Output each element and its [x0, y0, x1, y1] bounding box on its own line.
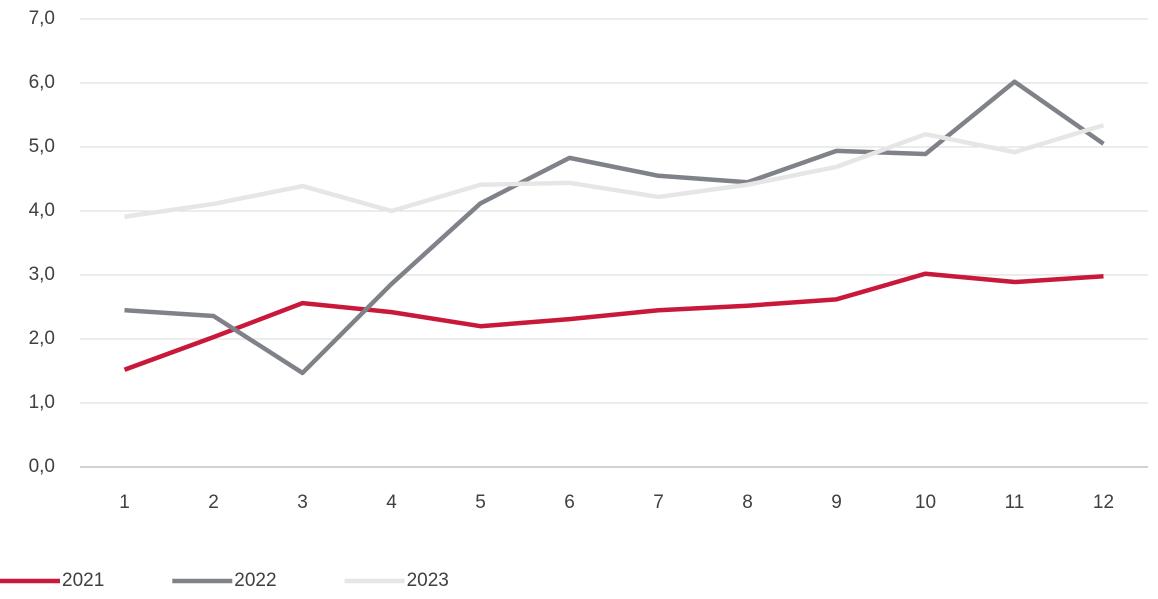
x-tick-label: 12: [1093, 492, 1114, 513]
x-tick-label: 4: [386, 492, 397, 513]
y-tick-label: 5,0: [29, 136, 55, 157]
x-tick-label: 3: [297, 492, 308, 513]
x-tick-label: 7: [653, 492, 664, 513]
y-tick-label: 1,0: [29, 392, 55, 413]
x-tick-label: 2: [208, 492, 219, 513]
y-tick-label: 2,0: [29, 328, 55, 349]
series-line: [123, 271, 1104, 372]
y-tick-label: 0,0: [29, 456, 55, 477]
x-tick-label: 6: [564, 492, 575, 513]
series-line: [124, 79, 1105, 376]
legend-label: 2022: [234, 570, 276, 591]
series-line: [124, 123, 1105, 219]
y-tick-label: 4,0: [29, 200, 55, 221]
x-tick-label: 9: [831, 492, 842, 513]
y-tick-label: 7,0: [29, 8, 55, 29]
y-tick-label: 3,0: [29, 264, 55, 285]
x-tick-label: 10: [915, 492, 936, 513]
y-tick-label: 6,0: [29, 72, 55, 93]
x-tick-label: 11: [1005, 492, 1025, 513]
legend-label: 2023: [407, 570, 449, 591]
x-tick-label: 8: [742, 492, 753, 513]
legend-label: 2021: [62, 570, 104, 591]
x-tick-label: 5: [475, 492, 486, 513]
x-tick-label: 1: [119, 492, 130, 513]
